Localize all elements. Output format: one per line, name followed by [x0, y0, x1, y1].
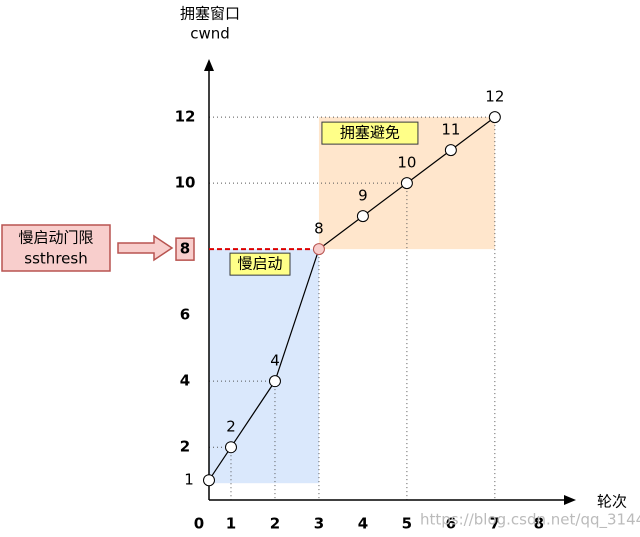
data-label: 4 [270, 352, 280, 370]
data-point [400, 177, 413, 190]
ssthresh-label: ssthresh [24, 250, 87, 268]
origin-label: 0 [194, 515, 204, 533]
x-tick-label: 1 [226, 515, 236, 533]
data-label: 2 [226, 418, 236, 436]
x-tick-label: 3 [314, 515, 324, 533]
arrow [117, 234, 174, 262]
data-point [488, 111, 501, 124]
data-point [268, 375, 281, 388]
y-tick-label: 10 [175, 174, 196, 192]
y-tick-label: 2 [180, 438, 190, 456]
y-axis-arrow [204, 59, 214, 71]
x-tick-label: 5 [402, 515, 412, 533]
data-label: 11 [441, 121, 460, 139]
x-tick-label: 6 [446, 515, 456, 533]
data-label: 12 [485, 88, 504, 106]
ssthresh-tick-box [175, 237, 195, 261]
data-point [203, 474, 215, 487]
ssthresh-box [1, 224, 111, 272]
ssthresh-label: 慢启动门限 [18, 229, 93, 247]
x-axis-title: 轮次 [597, 493, 627, 511]
phase-label: 慢启动 [237, 255, 282, 273]
x-tick-label: 7 [490, 515, 500, 533]
phase-box [229, 252, 291, 276]
x-tick-label: 2 [270, 515, 280, 533]
y-axis-title: 拥塞窗口 [180, 5, 240, 23]
y-tick-label: 8 [180, 240, 190, 258]
watermark: https://blog.csdn.net/qq_31442745 [420, 511, 640, 530]
data-label: 8 [314, 220, 324, 238]
data-point [356, 210, 369, 223]
phase-label: 拥塞避免 [340, 124, 400, 142]
data-label: 10 [397, 154, 416, 172]
y-axis-title: cwnd [190, 25, 230, 43]
phase-box [321, 121, 419, 145]
data-label: 1 [184, 471, 194, 489]
series-line [208, 116, 496, 481]
data-point [312, 243, 325, 256]
data-label: 9 [358, 187, 368, 205]
y-tick-label: 4 [180, 372, 190, 390]
data-point [224, 441, 237, 454]
data-point [444, 144, 457, 157]
y-tick-label: 12 [175, 108, 196, 126]
x-axis-arrow [564, 495, 576, 505]
x-tick-label: 4 [358, 515, 368, 533]
x-tick-label: 8 [534, 515, 544, 533]
y-tick-label: 6 [180, 306, 190, 324]
